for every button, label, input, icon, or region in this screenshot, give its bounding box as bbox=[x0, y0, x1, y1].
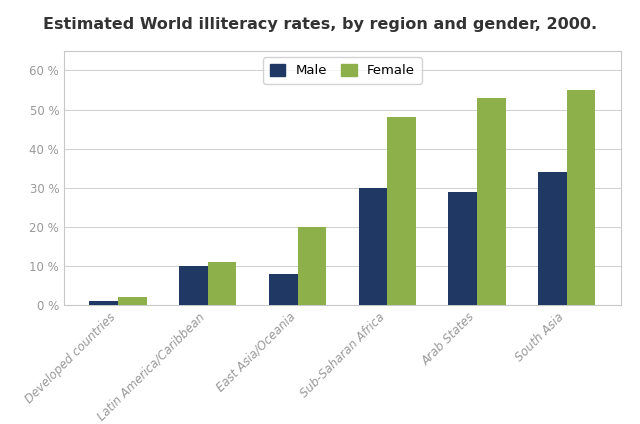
Bar bbox=[538, 172, 567, 305]
Bar bbox=[269, 274, 298, 305]
Bar bbox=[477, 98, 506, 305]
Bar bbox=[567, 90, 595, 305]
Bar bbox=[90, 301, 118, 305]
Text: Estimated World illiteracy rates, by region and gender, 2000.: Estimated World illiteracy rates, by reg… bbox=[43, 17, 597, 32]
Bar bbox=[179, 266, 208, 305]
Bar bbox=[358, 188, 387, 305]
Bar bbox=[387, 117, 416, 305]
Bar bbox=[208, 262, 237, 305]
Bar bbox=[298, 227, 326, 305]
Bar bbox=[118, 298, 147, 305]
Bar bbox=[448, 192, 477, 305]
Legend: Male, Female: Male, Female bbox=[263, 58, 422, 84]
